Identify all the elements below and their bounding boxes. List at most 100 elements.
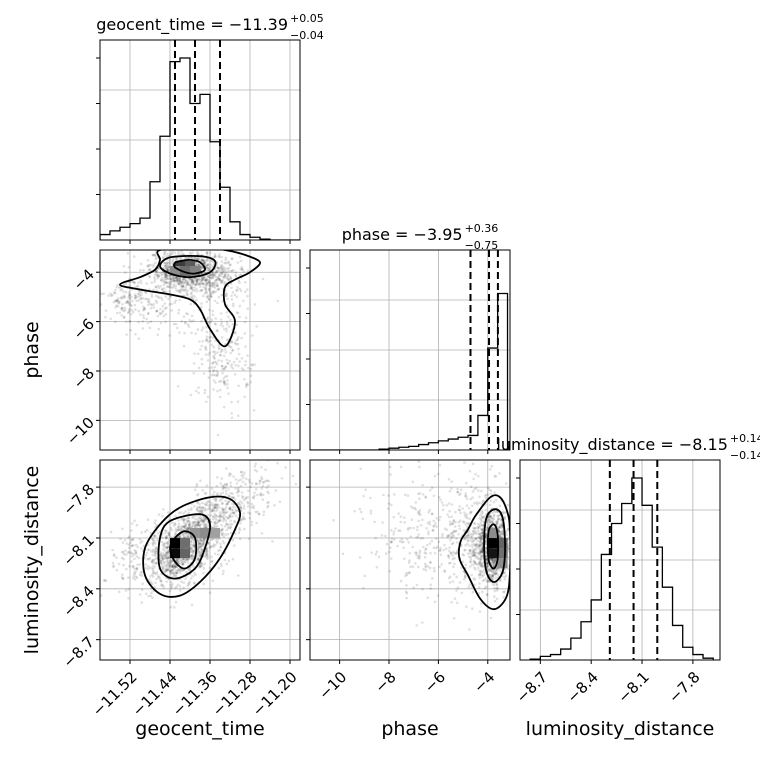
scatter-point [166, 252, 169, 256]
scatter-point [165, 546, 169, 550]
scatter-point [493, 474, 497, 478]
scatter-point [375, 550, 379, 553]
scatter-point [205, 295, 209, 299]
scatter-point [471, 529, 475, 533]
scatter-point [479, 571, 483, 574]
scatter-point [204, 523, 208, 526]
scatter-point [203, 261, 206, 265]
scatter-point [409, 565, 412, 568]
density-cell [180, 538, 190, 549]
scatter-point [227, 516, 230, 520]
hist-panel-phase: phase = −3.95 +0.36−0.75 [306, 222, 511, 454]
scatter-point [207, 366, 211, 370]
scatter-point [490, 520, 493, 524]
scatter-point [120, 306, 124, 310]
scatter-point [464, 515, 468, 519]
scatter-point [451, 557, 455, 561]
scatter-point [260, 494, 263, 497]
scatter-point [471, 462, 475, 466]
scatter-point [438, 549, 442, 553]
scatter-point [264, 468, 267, 472]
scatter-point [155, 523, 159, 527]
scatter-point [485, 529, 489, 532]
scatter-point [229, 531, 233, 535]
scatter-point [409, 505, 413, 508]
scatter-point [219, 354, 223, 357]
scatter-point [221, 572, 225, 576]
scatter-point [188, 533, 191, 536]
scatter-point [416, 525, 419, 529]
scatter-point [191, 556, 194, 560]
scatter-point [167, 561, 171, 564]
scatter-point [199, 266, 203, 269]
scatter-point [126, 252, 130, 255]
scatter-point [239, 518, 243, 522]
scatter-point [205, 251, 209, 255]
scatter-point [222, 532, 225, 535]
density-cell [170, 266, 180, 276]
scatter-point [127, 310, 131, 314]
scatter-point [399, 529, 402, 532]
scatter-point [211, 503, 215, 507]
scatter-point [154, 549, 157, 552]
scatter-point [487, 569, 490, 572]
scatter-point [157, 286, 161, 290]
scatter-point [163, 290, 166, 294]
scatter-point [216, 284, 220, 288]
scatter-point [488, 521, 492, 524]
scatter-point [183, 289, 186, 292]
scatter-point [250, 482, 254, 485]
scatter-point [163, 277, 166, 280]
scatter-point [195, 507, 199, 511]
scatter-point [492, 558, 496, 561]
scatter-point [128, 565, 131, 568]
scatter-point [474, 486, 478, 490]
scatter-point [471, 549, 474, 552]
scatter-point [218, 278, 221, 282]
title-sub: −0.04 [290, 29, 324, 42]
scatter-point [182, 519, 185, 522]
scatter-point [178, 279, 182, 282]
scatter-point [195, 257, 199, 261]
scatter-point [115, 556, 118, 559]
scatter-point [399, 579, 403, 583]
scatter-point [433, 600, 437, 604]
scatter-point [500, 526, 503, 529]
scatter-point [513, 531, 516, 534]
scatter-point [510, 533, 513, 536]
scatter-point [215, 270, 219, 273]
scatter-point [166, 563, 169, 566]
scatter-point [225, 276, 229, 279]
scatter-point [424, 496, 428, 499]
scatter-point [216, 541, 219, 545]
scatter-point [197, 550, 201, 554]
scatter-point [161, 566, 165, 569]
scatter-point [480, 519, 484, 522]
scatter-point [175, 571, 178, 574]
scatter-point [220, 364, 224, 368]
scatter-point [170, 564, 174, 568]
scatter-point [474, 556, 478, 560]
scatter-point [166, 277, 169, 281]
scatter-point [414, 551, 417, 554]
scatter-point [482, 499, 485, 503]
scatter-point [204, 537, 208, 541]
scatter-point [216, 389, 219, 393]
scatter-point [118, 311, 122, 315]
scatter-point [478, 532, 482, 536]
scatter-point [189, 550, 193, 553]
scatter-point [503, 515, 507, 519]
scatter-point [201, 281, 204, 285]
scatter-point [221, 502, 224, 505]
scatter-point [172, 283, 176, 286]
scatter-point [197, 258, 200, 261]
scatter-point [132, 564, 135, 568]
scatter-point [215, 524, 219, 528]
scatter-point [187, 516, 190, 520]
scatter-point [165, 261, 168, 265]
scatter-point [186, 312, 190, 316]
scatter-point [125, 567, 128, 571]
scatter-point [471, 590, 475, 594]
scatter-point [200, 280, 204, 283]
scatter-point [165, 273, 168, 276]
